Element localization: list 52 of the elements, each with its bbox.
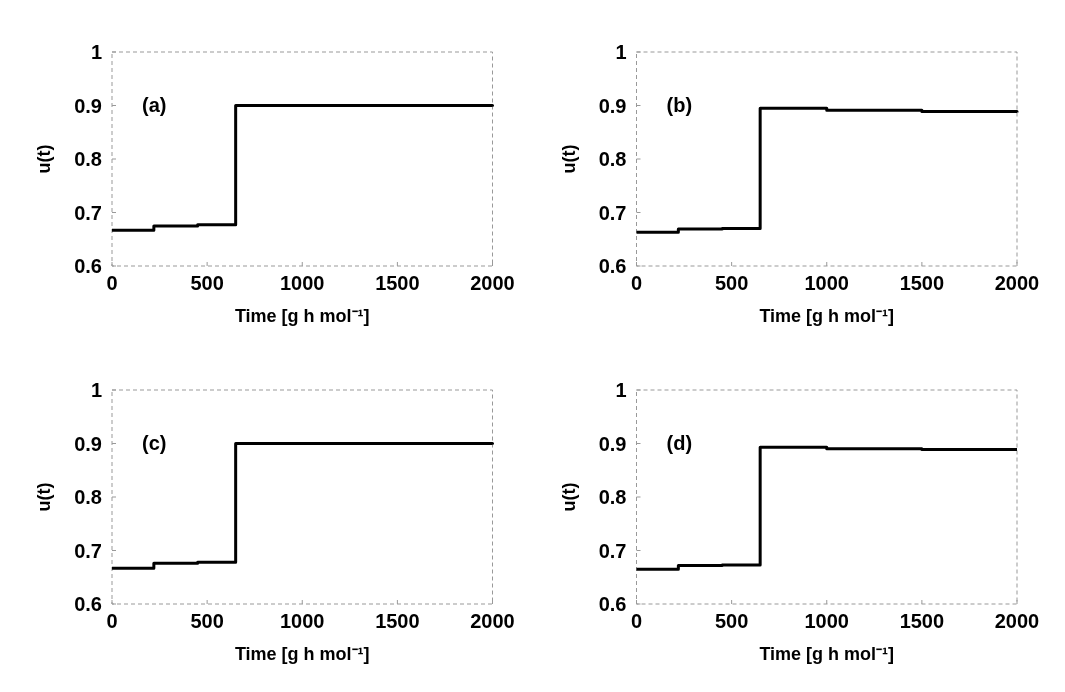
y-tick-label: 1 (90, 379, 102, 401)
x-tick-label: 0 (106, 272, 118, 294)
annotation: (d) (666, 432, 693, 454)
y-tick-label: 0.9 (74, 94, 102, 117)
x-tick-label: 500 (190, 610, 224, 632)
x-tick-label: 0 (630, 610, 643, 632)
x-axis-title: Time [g h mol⁻¹] (234, 644, 370, 664)
x-axis-title: Time [g h mol⁻¹] (234, 306, 370, 326)
x-tick-label: 2000 (994, 272, 1040, 294)
y-tick-label: 0.7 (598, 201, 627, 224)
y-tick-label: 0.7 (598, 539, 627, 562)
x-tick-label: 1500 (375, 272, 420, 294)
x-tick-label: 1500 (375, 610, 420, 632)
y-tick-label: 1 (615, 41, 627, 63)
y-tick-label: 1 (615, 379, 627, 401)
y-axis-title: u(t) (34, 144, 54, 174)
y-tick-label: 0.8 (74, 148, 102, 170)
x-tick-label: 1000 (804, 610, 849, 632)
x-tick-label: 0 (106, 610, 118, 632)
x-tick-label: 1500 (899, 610, 945, 632)
y-tick-label: 0.9 (598, 94, 627, 117)
y-axis-title: u(t) (558, 482, 579, 512)
annotation: (a) (142, 94, 167, 116)
y-axis-title: u(t) (558, 144, 579, 174)
y-tick-label: 0.8 (74, 486, 102, 508)
y-tick-label: 0.6 (74, 255, 102, 277)
x-tick-label: 500 (190, 272, 224, 294)
y-axis-title: u(t) (34, 482, 54, 512)
y-tick-label: 0.6 (598, 593, 627, 615)
x-tick-label: 1000 (280, 610, 325, 632)
x-tick-label: 2000 (994, 610, 1040, 632)
y-tick-label: 0.7 (74, 201, 102, 224)
annotation: (c) (142, 432, 167, 454)
y-tick-label: 0.7 (74, 539, 102, 562)
y-tick-label: 0.9 (598, 432, 627, 455)
y-tick-label: 0.8 (598, 148, 627, 170)
y-tick-label: 1 (90, 41, 102, 63)
x-tick-label: 2000 (470, 610, 515, 632)
y-tick-label: 0.9 (74, 432, 102, 455)
x-tick-label: 500 (714, 610, 749, 632)
x-tick-label: 1000 (280, 272, 325, 294)
x-tick-label: 500 (714, 272, 749, 294)
x-tick-label: 0 (630, 272, 643, 294)
x-tick-label: 1000 (804, 272, 849, 294)
y-tick-label: 0.6 (74, 593, 102, 615)
x-tick-label: 1500 (899, 272, 945, 294)
y-tick-label: 0.8 (598, 486, 627, 508)
y-tick-label: 0.6 (598, 255, 627, 277)
x-tick-label: 2000 (470, 272, 515, 294)
annotation: (b) (666, 94, 693, 116)
x-axis-title: Time [g h mol⁻¹] (759, 306, 895, 326)
x-axis-title: Time [g h mol⁻¹] (759, 644, 895, 664)
